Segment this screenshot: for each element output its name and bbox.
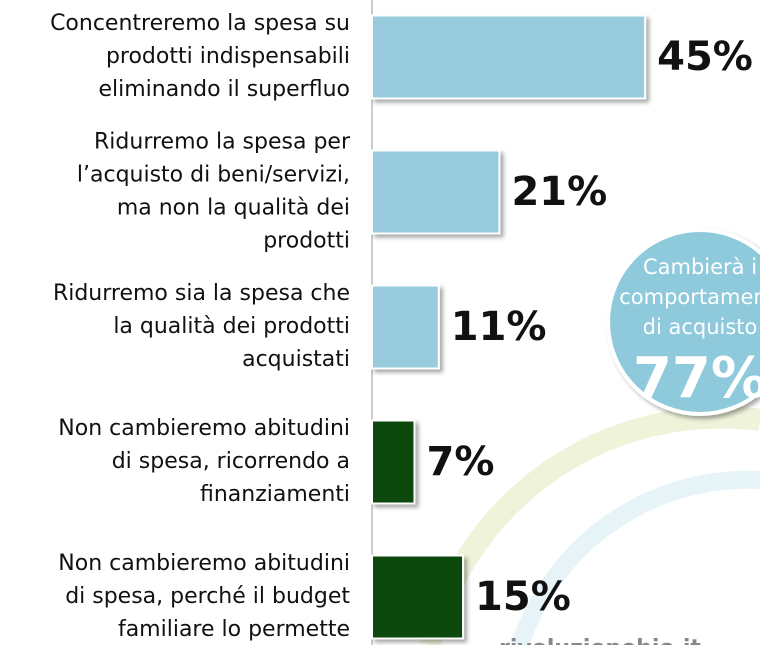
value-label: 15%	[475, 574, 571, 620]
bar	[371, 14, 647, 100]
category-label: Non cambieremo abitudini	[58, 551, 350, 576]
category-label: di spesa, ricorrendo a	[112, 449, 350, 474]
bars: 45% Concentreremo la spesa su prodotti ind…	[50, 11, 753, 642]
category-label: Ridurremo sia la spesa che	[53, 281, 350, 306]
value-label: 45%	[657, 34, 753, 80]
bar	[371, 284, 440, 370]
value-label: 11%	[451, 304, 547, 350]
category-label: familiare lo permette	[118, 617, 350, 642]
category-label: Non cambieremo abitudini	[58, 416, 350, 441]
bar	[371, 554, 465, 640]
decor-arc	[511, 470, 760, 645]
annotation-text: di acquisto	[643, 315, 758, 339]
category-label: l’acquisto di beni/servizi,	[77, 163, 350, 188]
annotation-text: Cambierà i	[643, 255, 757, 279]
bar	[371, 419, 416, 505]
value-label: 21%	[511, 169, 607, 215]
category-label: prodotti	[263, 229, 350, 254]
category-label: Ridurremo la spesa per	[94, 130, 351, 155]
watermark: rivoluzionebio.it	[499, 636, 701, 645]
category-label: acquistati	[242, 347, 350, 372]
annotation: Cambierà i comportamenti di acquisto 77%	[606, 228, 760, 416]
category-label: di spesa, perché il budget	[65, 584, 350, 609]
category-label: eliminando il superfluo	[98, 77, 350, 102]
annotation-text: comportamenti	[619, 285, 760, 309]
category-label: ma non la qualità dei	[117, 196, 350, 221]
annotation-value: 77%	[633, 346, 760, 411]
category-label: Concentreremo la spesa su	[50, 11, 350, 36]
category-label: prodotti indispensabili	[106, 44, 350, 69]
category-label: finanziamenti	[200, 482, 350, 507]
category-label: la qualità dei prodotti	[113, 314, 350, 339]
annotation-circle	[606, 228, 760, 416]
value-label: 7%	[426, 439, 494, 485]
bar	[371, 149, 501, 235]
